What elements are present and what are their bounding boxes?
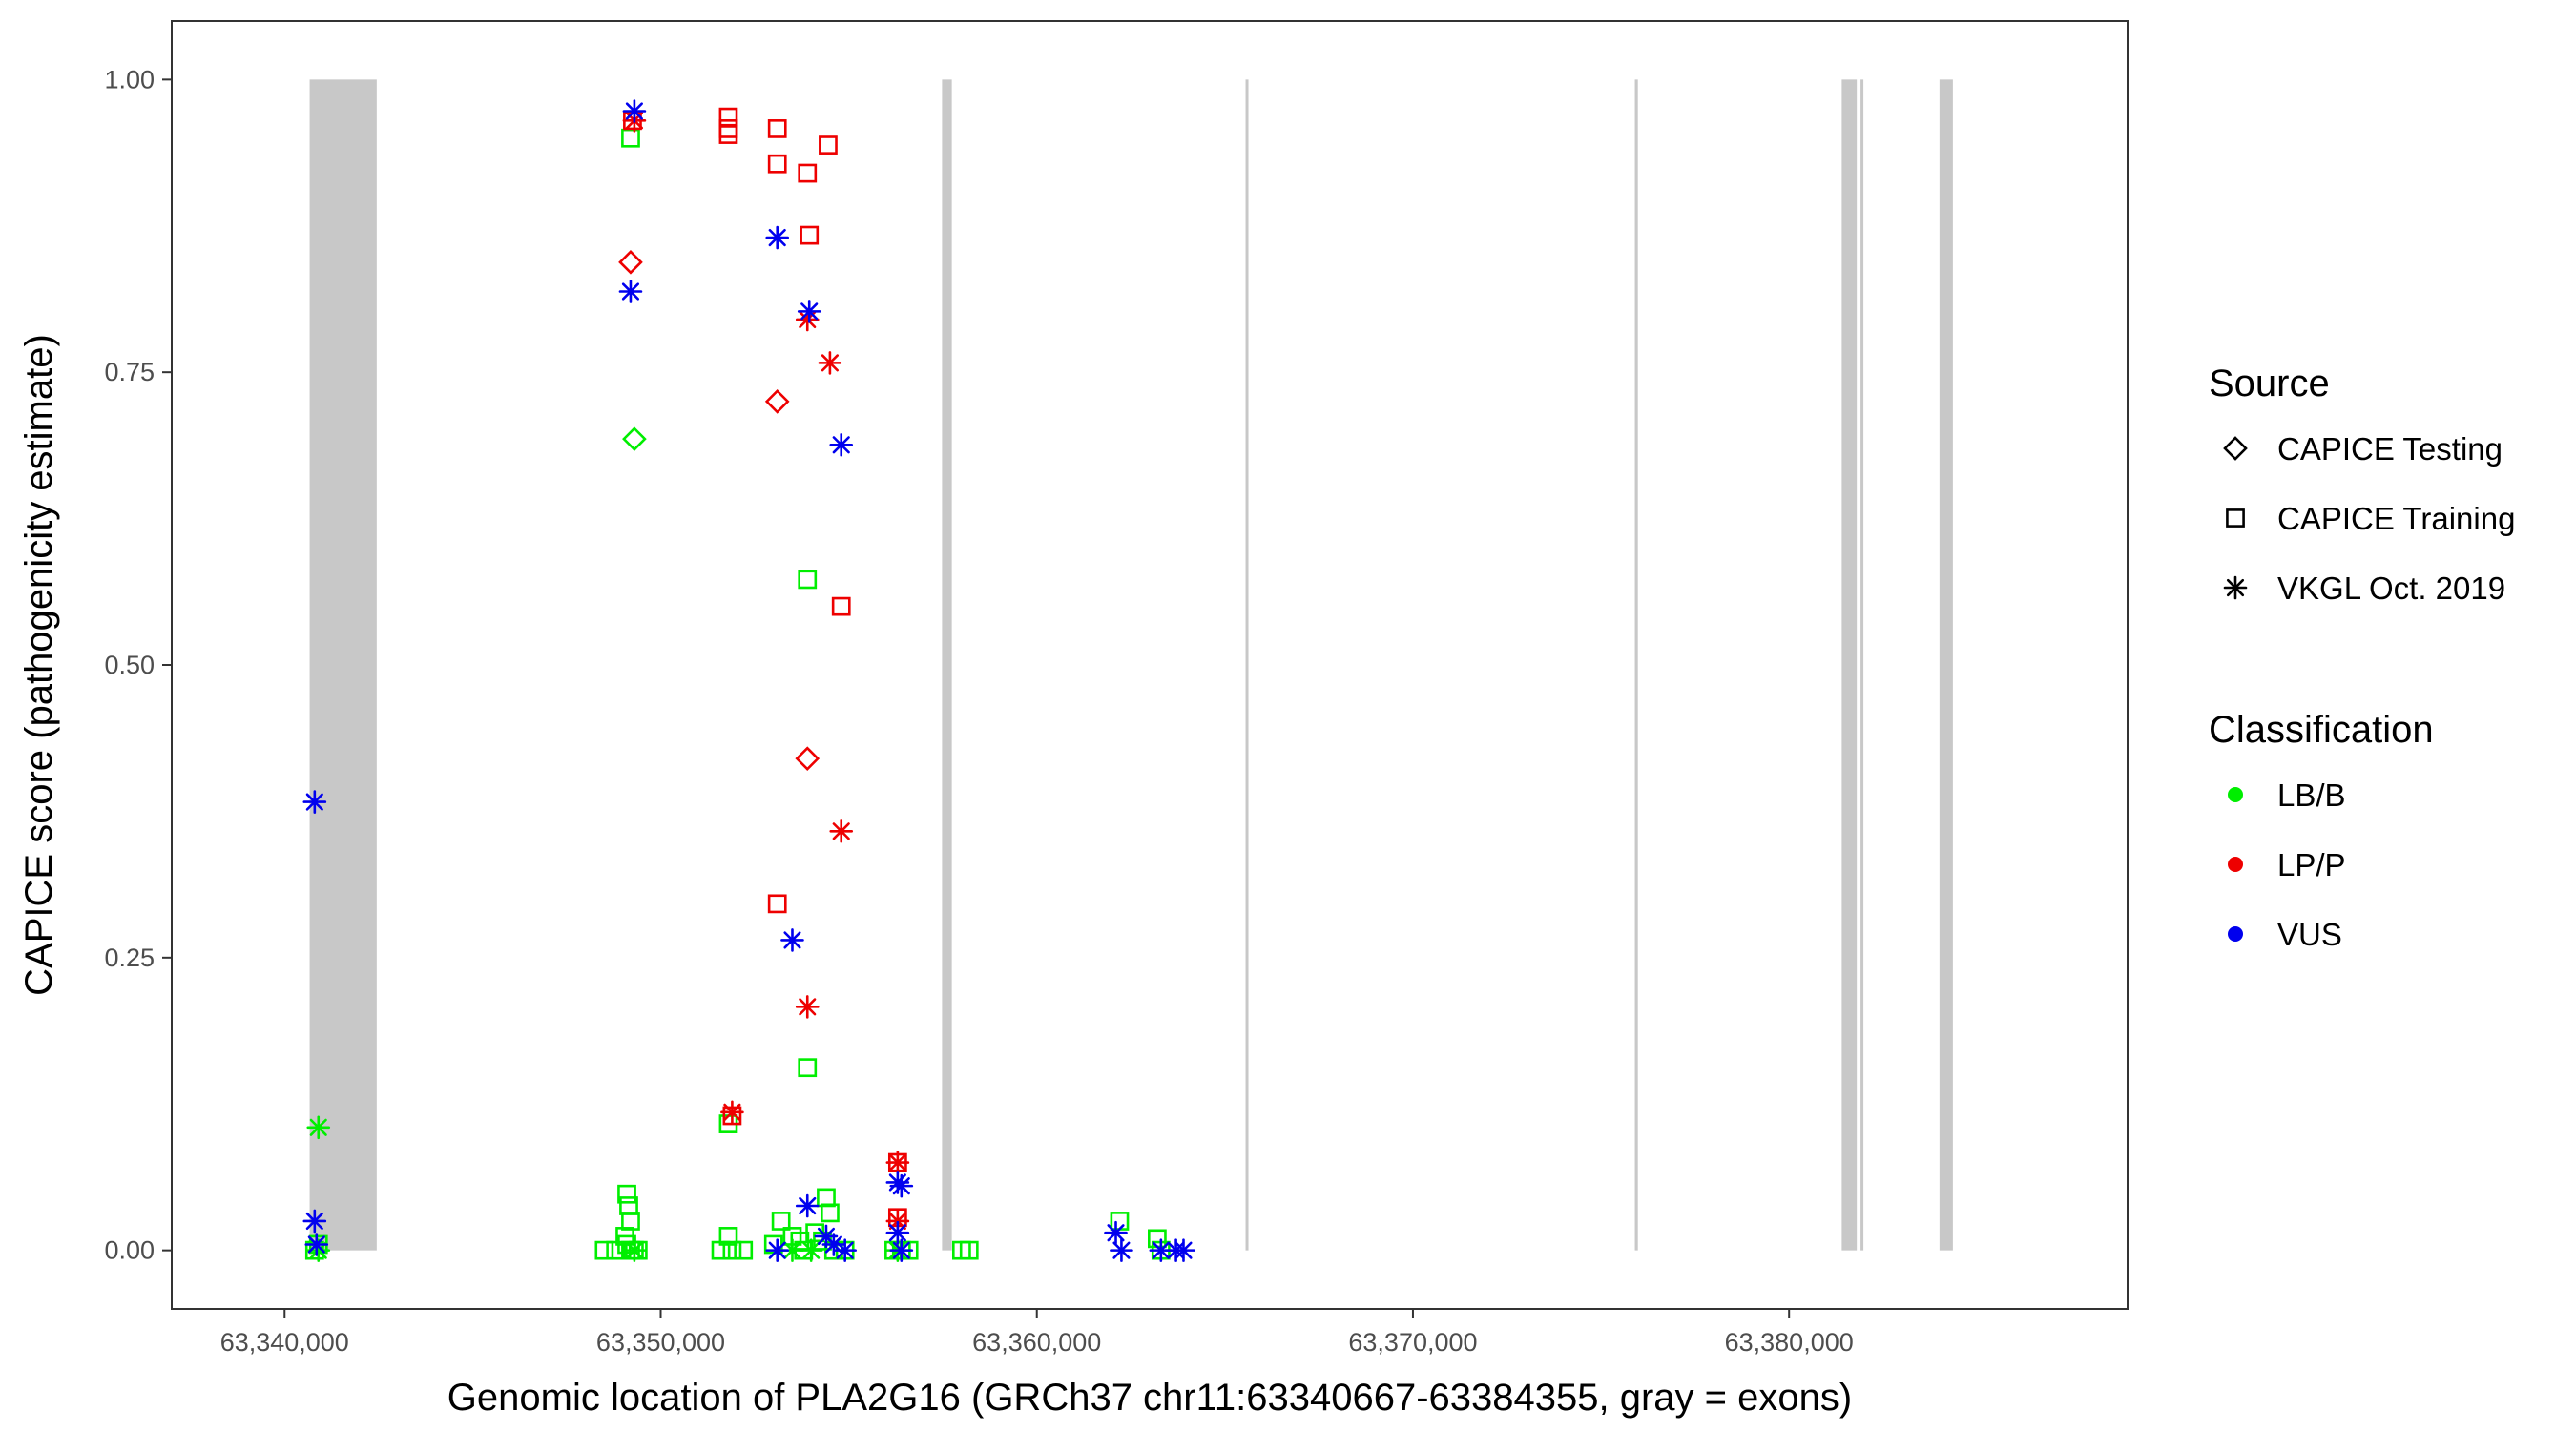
data-point	[798, 163, 818, 183]
x-axis-title: Genomic location of PLA2G16 (GRCh37 chr1…	[447, 1377, 1852, 1419]
data-point	[818, 351, 842, 375]
data-point	[959, 1240, 979, 1260]
data-point	[799, 1238, 823, 1262]
data-point	[889, 1173, 914, 1198]
y-tick-label: 0.50	[104, 651, 155, 679]
data-point	[767, 154, 787, 174]
data-point	[795, 995, 820, 1019]
data-point	[885, 1220, 910, 1245]
y-tick-label: 0.75	[104, 358, 155, 386]
exon-band-1	[309, 79, 377, 1251]
data-point	[829, 819, 854, 843]
data-point	[821, 1233, 846, 1256]
data-point	[618, 249, 643, 275]
data-point	[795, 1193, 820, 1218]
data-point	[622, 1238, 647, 1262]
data-point	[889, 1238, 914, 1262]
x-tick-label: 63,350,000	[596, 1328, 725, 1357]
data-points	[302, 99, 1195, 1262]
data-point	[819, 135, 838, 155]
data-point	[594, 1240, 614, 1260]
x-tick-label: 63,380,000	[1725, 1328, 1854, 1357]
data-point	[798, 1058, 818, 1078]
data-point	[798, 570, 818, 590]
exon-band-5	[1841, 79, 1858, 1251]
data-point	[618, 280, 643, 303]
y-tick-label: 0.25	[104, 944, 155, 972]
legend-class-key	[2228, 926, 2243, 942]
data-point	[734, 1240, 754, 1260]
legend-class-key	[2228, 857, 2243, 872]
legend-source-label: CAPICE Testing	[2277, 431, 2503, 467]
data-point	[800, 225, 820, 245]
data-point	[885, 1151, 910, 1174]
y-tick-label: 0.00	[104, 1236, 155, 1265]
data-point	[1104, 1220, 1128, 1245]
data-point	[622, 99, 647, 123]
legend-source-title: Source	[2209, 363, 2330, 404]
data-point	[304, 1233, 329, 1256]
exon-band-7	[1939, 79, 1953, 1251]
data-point	[797, 300, 821, 323]
data-point	[831, 596, 851, 616]
data-point	[718, 125, 738, 144]
data-point	[302, 790, 327, 814]
data-point	[767, 119, 787, 138]
exon-band-3	[1245, 79, 1249, 1251]
legend-source-key	[2223, 436, 2248, 461]
x-tick-label: 63,360,000	[972, 1328, 1101, 1357]
legend-source-key	[2226, 508, 2245, 528]
x-tick-label: 63,370,000	[1348, 1328, 1477, 1357]
legend-source-key	[2223, 575, 2248, 600]
legend-source-label: VKGL Oct. 2019	[2277, 570, 2505, 606]
legend-classification-title: Classification	[2209, 709, 2434, 751]
x-tick-label: 63,340,000	[220, 1328, 349, 1357]
data-point	[1172, 1238, 1195, 1262]
data-point	[780, 928, 804, 952]
legend-source-label: CAPICE Training	[2277, 501, 2515, 536]
data-point	[722, 1240, 742, 1260]
legend: Source CAPICE Testing CAPICE Training VKGL …	[2209, 363, 2515, 952]
legend-class-label: VUS	[2277, 917, 2342, 952]
data-point	[617, 1184, 636, 1204]
exon-band-2	[942, 79, 952, 1251]
data-point	[711, 1240, 731, 1260]
data-point	[795, 746, 821, 772]
data-point	[833, 1238, 857, 1262]
data-point	[821, 1203, 840, 1223]
y-tick-label: 1.00	[104, 65, 155, 93]
legend-class-label: LB/B	[2277, 778, 2346, 813]
data-point	[306, 1115, 331, 1140]
legend-class-label: LP/P	[2277, 847, 2346, 882]
data-point	[622, 426, 647, 451]
exon-band-4	[1634, 79, 1638, 1251]
data-point	[765, 225, 790, 250]
data-point	[771, 1212, 791, 1231]
legend-class-key	[2228, 787, 2243, 802]
data-point	[302, 1209, 327, 1234]
data-point	[829, 432, 854, 457]
exon-bands	[309, 79, 1953, 1251]
y-axis: 0.00 0.25 0.50 0.75 1.00	[104, 65, 172, 1265]
data-point	[767, 894, 787, 914]
data-point	[720, 1100, 744, 1125]
exon-band-6	[1860, 79, 1864, 1251]
y-axis-title: CAPICE score (pathogenicity estimate)	[18, 334, 60, 996]
data-point	[764, 389, 790, 414]
x-axis: 63,340,000 63,350,000 63,360,000 63,370,000…	[220, 1309, 1854, 1357]
data-point	[1110, 1238, 1133, 1262]
data-point	[765, 1238, 790, 1262]
